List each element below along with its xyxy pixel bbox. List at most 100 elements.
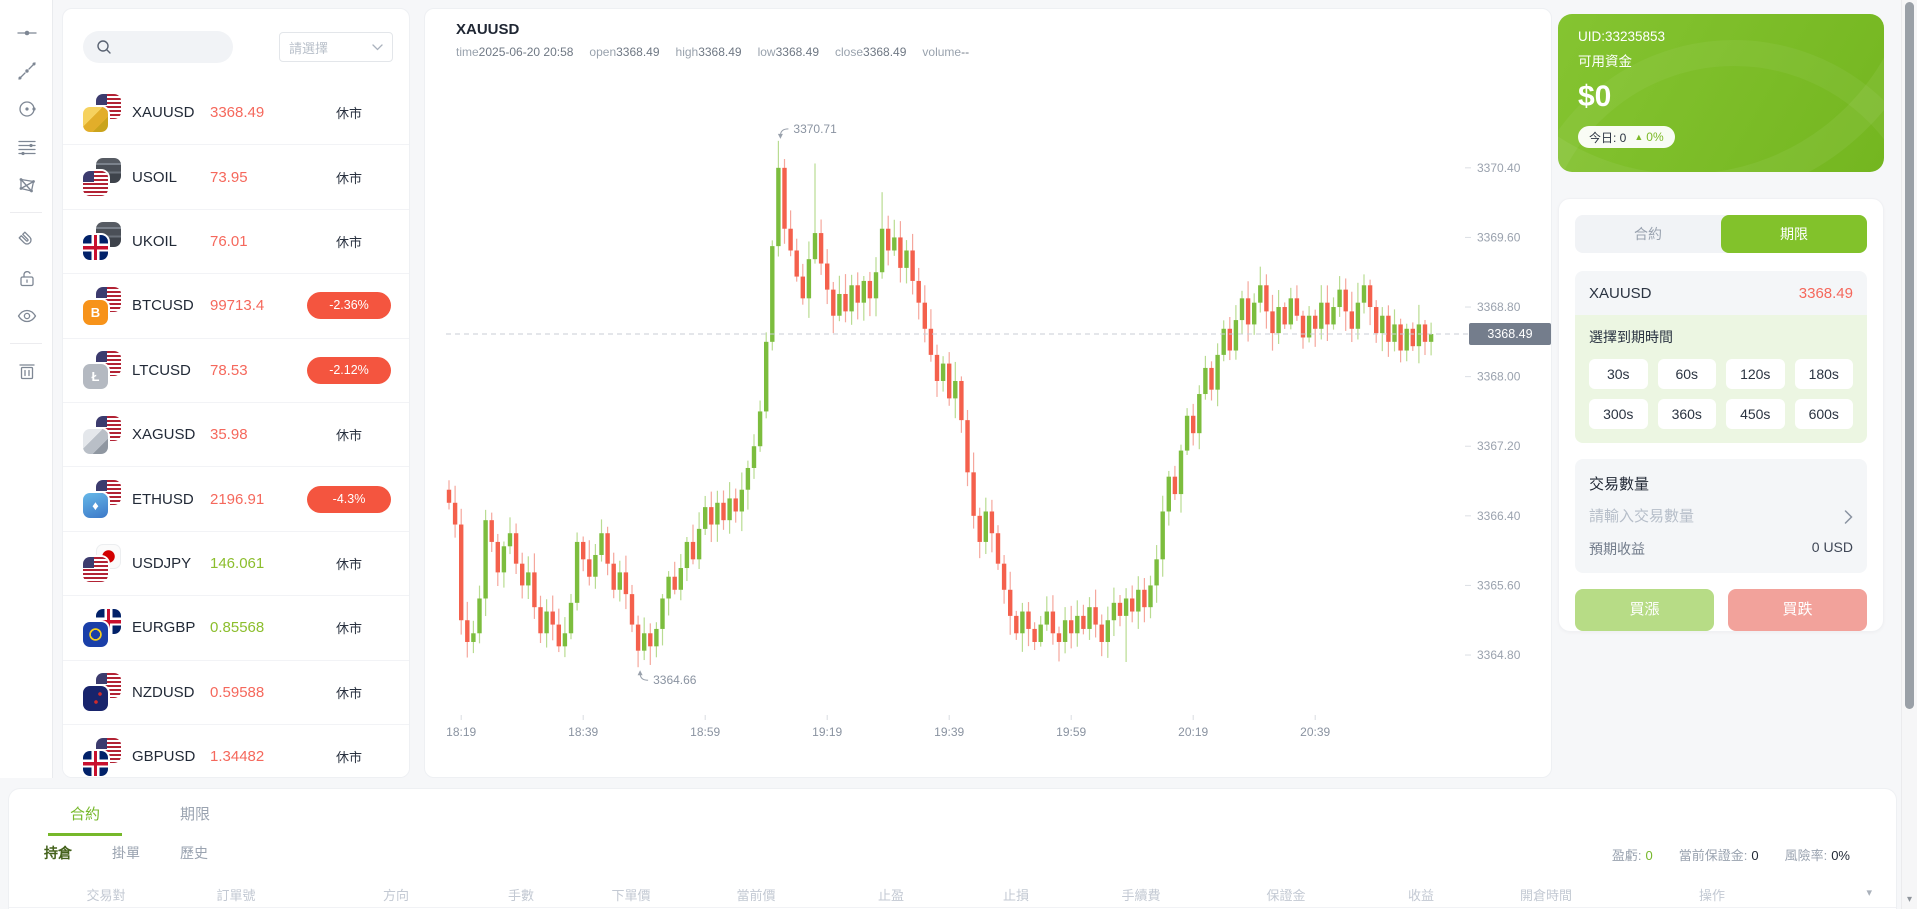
duration-button-360s[interactable]: 360s [1657,399,1716,429]
trash-tool-icon[interactable] [0,352,53,390]
subtab-history[interactable]: 歷史 [180,845,208,861]
category-select[interactable]: 請選擇 [279,32,393,62]
symbol-pair-icon [83,415,123,454]
orders-tab-expiry[interactable]: 期限 [179,806,210,823]
symbol-name: NZDUSD [132,683,195,701]
profit-value: 0 USD [1811,539,1853,555]
us-flag-icon [83,171,108,197]
symbol-pair-icon: Ł [83,351,123,390]
svg-text:19:39: 19:39 [934,725,964,739]
magnet-tool-icon[interactable] [0,221,53,259]
duration-button-120s[interactable]: 120s [1726,359,1785,389]
stat-盈虧: 盈虧: 0 [1611,848,1653,863]
polygon-tool-icon[interactable] [0,166,53,204]
subtab-positions[interactable]: 持倉 [44,845,72,861]
stat-當前保證金: 當前保證金: 0 [1678,848,1759,863]
list-item-nzdusd[interactable]: NZDUSD 0.59588 休市 [63,660,409,725]
status-zone: -2.12% [307,356,391,384]
list-item-gbpusd[interactable]: GBPUSD 1.34482 休市 [63,724,409,777]
btc-icon: B [83,299,108,325]
column-header-3: 方向 [382,888,410,903]
list-item-btcusd[interactable]: B BTCUSD 99713.4 -2.36% [63,274,409,339]
market-closed-label: 休市 [335,428,362,444]
orders-tab-contract[interactable]: 合約 [48,803,122,836]
unlock-tool-icon[interactable] [0,259,53,297]
horizontal-line-tool-icon[interactable] [0,14,53,52]
buy-down-button[interactable]: 買跌 [1728,589,1867,631]
status-zone: -2.36% [307,292,391,320]
nz-flag-icon [83,686,108,712]
trend-line-tool-icon[interactable] [0,52,53,90]
svg-text:3367.20: 3367.20 [1477,439,1521,453]
profit-label: 預期收益 [1589,541,1645,557]
selected-symbol-price: 3368.49 [1798,284,1853,302]
eye-tool-icon[interactable] [0,297,53,335]
list-item-xauusd[interactable]: XAUUSD 3368.49 休市 [63,81,409,146]
status-zone: 休市 [307,168,391,187]
circle-tool-icon[interactable] [0,90,53,128]
symbol-price: 2196.91 [210,490,265,508]
svg-text:3370.40: 3370.40 [1477,161,1521,175]
change-badge: -4.3% [307,485,391,513]
list-item-ukoil[interactable]: UKOIL 76.01 休市 [63,209,409,275]
ohlc-field-open: open3368.49 [589,45,660,59]
search-box[interactable] [83,31,233,63]
tab-contract[interactable]: 合約 [1634,226,1662,242]
status-zone: 休市 [307,425,391,444]
symbol-pair-icon [83,544,123,583]
amount-title: 交易數量 [1589,476,1650,493]
symbol-price: 146.061 [210,554,265,572]
list-item-xagusd[interactable]: XAGUSD 35.98 休市 [63,402,409,468]
amount-input[interactable] [1589,508,1844,525]
search-input[interactable] [120,39,220,55]
symbol-pair-icon [83,93,123,132]
buy-up-button[interactable]: 買漲 [1575,589,1714,631]
status-zone: 休市 [307,232,391,251]
svg-text:3370.71: 3370.71 [793,122,837,136]
market-closed-label: 休市 [335,685,362,701]
symbol-pair-icon: B [83,286,123,325]
duration-button-600s[interactable]: 600s [1794,399,1853,429]
svg-text:19:59: 19:59 [1056,725,1086,739]
ohlc-field-time: time2025-06-20 20:58 [456,45,574,59]
ohlc-field-low: low3368.49 [757,45,819,59]
market-closed-label: 休市 [335,234,362,250]
symbol-price: 0.85568 [210,619,265,637]
subtab-pending[interactable]: 掛單 [112,845,140,861]
duration-button-450s[interactable]: 450s [1726,399,1785,429]
column-header-6: 當前價 [736,888,776,903]
symbol-name: ETHUSD [132,490,194,508]
column-header-10: 保證金 [1266,888,1306,903]
svg-text:3364.66: 3364.66 [653,673,697,687]
list-item-usdjpy[interactable]: USDJPY 146.061 休市 [63,531,409,597]
list-item-usoil[interactable]: USOIL 73.95 休市 [63,145,409,210]
list-item-ltcusd[interactable]: Ł LTCUSD 78.53 -2.12% [63,338,409,403]
ohlc-info: time2025-06-20 20:58 open3368.49 high3368.… [456,45,985,59]
symbol-price: 99713.4 [210,297,265,315]
duration-button-60s[interactable]: 60s [1657,359,1716,389]
chevron-right-icon[interactable] [1844,509,1853,524]
duration-button-300s[interactable]: 300s [1589,399,1648,429]
scroll-down-icon[interactable]: ▾ [1906,894,1913,905]
symbol-pair-icon [83,608,123,647]
tab-expiry[interactable]: 期限 [1721,215,1867,253]
watchlist-panel: 請選擇 XAUUSD 3368.49 休市 USOIL 73.95 休市 UKOIL 76.0… [62,8,410,778]
column-header-1: 交易對 [86,888,126,903]
symbol-name: XAUUSD [132,104,195,122]
list-item-eurgbp[interactable]: EURGBP 0.85568 休市 [63,596,409,661]
duration-button-30s[interactable]: 30s [1589,359,1648,389]
status-zone: -4.3% [307,485,391,513]
symbol-pair-icon [83,673,123,712]
duration-button-180s[interactable]: 180s [1794,359,1853,389]
selected-symbol-row: XAUUSD 3368.49 [1575,271,1867,315]
ohlc-field-close: close3368.49 [835,45,907,59]
svg-text:20:19: 20:19 [1178,725,1208,739]
sort-desc-icon[interactable]: ▾ [1866,887,1872,899]
list-item-ethusd[interactable]: ♦ ETHUSD 2196.91 -4.3% [63,467,409,532]
selected-symbol: XAUUSD [1589,284,1652,302]
column-header-13: 操作 [1698,888,1726,903]
candlestick-chart[interactable]: 3370.40 3369.60 3368.80 3368.00 3367.20 3366.… [425,9,1551,777]
parallel-lines-tool-icon[interactable] [0,128,53,166]
scrollbar-thumb[interactable] [1905,2,1914,709]
page-scrollbar[interactable]: ▾ [1901,0,1917,909]
